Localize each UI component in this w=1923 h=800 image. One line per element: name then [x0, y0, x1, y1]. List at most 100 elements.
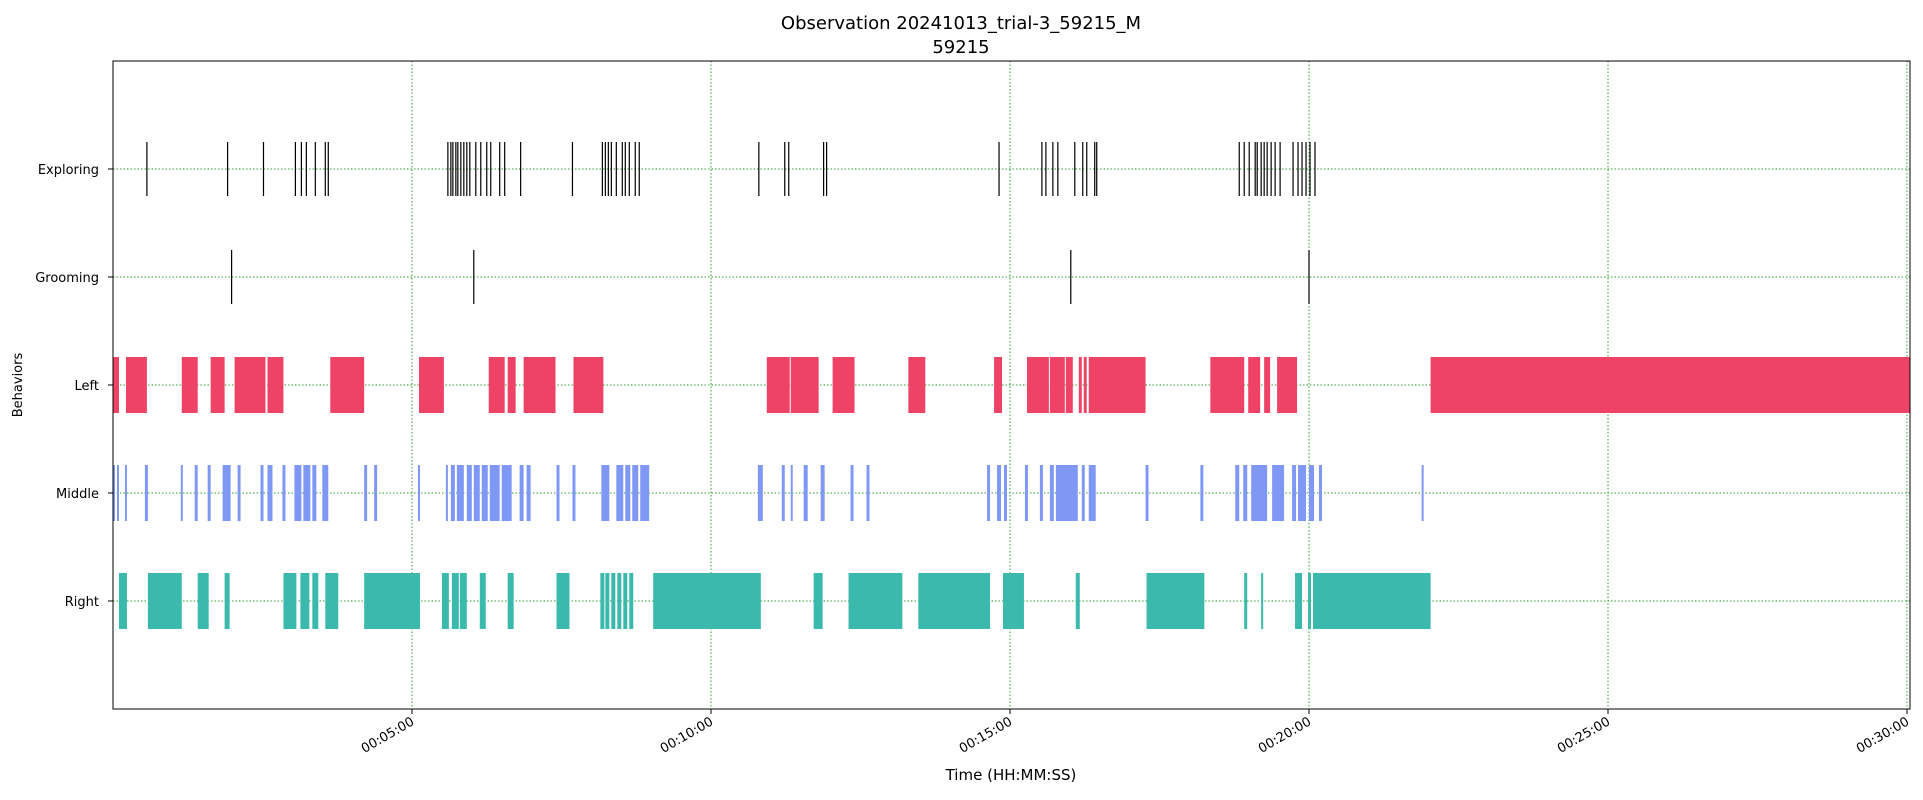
interval-bar	[197, 573, 209, 629]
interval-bar	[1065, 357, 1073, 413]
interval-bar	[1248, 357, 1261, 413]
interval-bar	[144, 465, 148, 521]
interval-bar	[632, 465, 639, 521]
interval-bar	[210, 357, 225, 413]
series-exploring	[146, 142, 1316, 196]
interval-bar	[640, 465, 650, 521]
interval-bar	[374, 465, 378, 521]
interval-bar	[466, 465, 472, 521]
interval-bar	[364, 465, 368, 521]
interval-bar	[501, 465, 512, 521]
interval-bar	[147, 573, 182, 629]
interval-bar	[1318, 465, 1322, 521]
interval-bar	[116, 465, 119, 521]
interval-bar	[1003, 573, 1024, 629]
interval-bar	[572, 465, 576, 521]
interval-bar	[1430, 357, 1910, 413]
interval-bar	[1075, 573, 1080, 629]
interval-bar	[194, 465, 198, 521]
interval-bar	[113, 357, 119, 413]
interval-bar	[450, 465, 455, 521]
interval-bar	[629, 573, 634, 629]
interval-bar	[1272, 465, 1285, 521]
interval-bar	[124, 465, 127, 521]
plot-frame	[112, 60, 1911, 710]
y-tick-label: Left	[75, 379, 99, 394]
interval-bar	[994, 357, 1003, 413]
interval-bar	[866, 465, 870, 521]
interval-bar	[832, 357, 855, 413]
interval-bar	[803, 465, 808, 521]
interval-bar	[312, 573, 319, 629]
y-axis-label: Behaviors	[11, 353, 26, 418]
interval-bar	[237, 465, 241, 521]
x-tick-label: 00:30:00	[1854, 714, 1912, 756]
interval-bar	[1088, 357, 1146, 413]
interval-bar	[617, 573, 622, 629]
interval-bar	[601, 465, 610, 521]
chart-title: Observation 20241013_trial-3_59215_M	[781, 13, 1141, 34]
series-right	[118, 573, 1431, 629]
interval-bar	[757, 465, 763, 521]
interval-bar	[267, 357, 284, 413]
interval-bar	[766, 357, 790, 413]
interval-bar	[481, 465, 488, 521]
x-tick-label: 00:25:00	[1555, 714, 1613, 756]
y-tick-label: Exploring	[38, 163, 99, 178]
interval-bar	[222, 465, 231, 521]
x-tick-label: 00:10:00	[658, 714, 716, 756]
interval-bar	[781, 465, 785, 521]
interval-bar	[456, 465, 464, 521]
interval-bar	[330, 357, 365, 413]
interval-bar	[1309, 465, 1314, 521]
interval-bar	[234, 357, 266, 413]
interval-bar	[1039, 465, 1043, 521]
interval-bar	[441, 573, 449, 629]
interval-bar	[267, 465, 273, 521]
y-tick-label: Grooming	[35, 271, 99, 286]
interval-bar	[1244, 573, 1248, 629]
interval-bar	[207, 465, 211, 521]
interval-bar	[1295, 573, 1303, 629]
interval-bar	[260, 465, 264, 521]
chart-subtitle: 59215	[932, 37, 989, 58]
interval-bar	[850, 465, 854, 521]
interval-bar	[1004, 465, 1008, 521]
interval-bar	[908, 357, 926, 413]
interval-bar	[1277, 357, 1298, 413]
interval-bar	[623, 573, 628, 629]
interval-bar	[1024, 465, 1028, 521]
interval-bar	[790, 465, 793, 521]
interval-bar	[113, 465, 115, 521]
interval-bar	[418, 357, 444, 413]
interval-bar	[282, 465, 286, 521]
interval-bar	[1049, 465, 1054, 521]
interval-bar	[300, 573, 310, 629]
interval-bar	[224, 573, 230, 629]
interval-bar	[180, 465, 183, 521]
interval-bar	[1055, 465, 1078, 521]
interval-bar	[573, 357, 604, 413]
interval-bar	[526, 465, 531, 521]
interval-bar	[1210, 357, 1245, 413]
interval-bar	[445, 465, 448, 521]
interval-bar	[918, 573, 991, 629]
interval-bar	[325, 573, 339, 629]
interval-bar	[1078, 357, 1082, 413]
interval-bar	[820, 465, 825, 521]
interval-bar	[1421, 465, 1424, 521]
interval-bar	[556, 465, 560, 521]
interval-bar	[519, 465, 524, 521]
series-grooming	[231, 250, 1310, 304]
interval-bar	[1235, 465, 1240, 521]
x-tick-label: 00:15:00	[957, 714, 1015, 756]
interval-bar	[473, 465, 480, 521]
interval-bar	[459, 573, 467, 629]
x-axis-label: Time (HH:MM:SS)	[945, 766, 1077, 784]
interval-bar	[125, 357, 147, 413]
interval-bar	[1261, 573, 1264, 629]
interval-bar	[987, 465, 991, 521]
interval-bar	[507, 357, 516, 413]
